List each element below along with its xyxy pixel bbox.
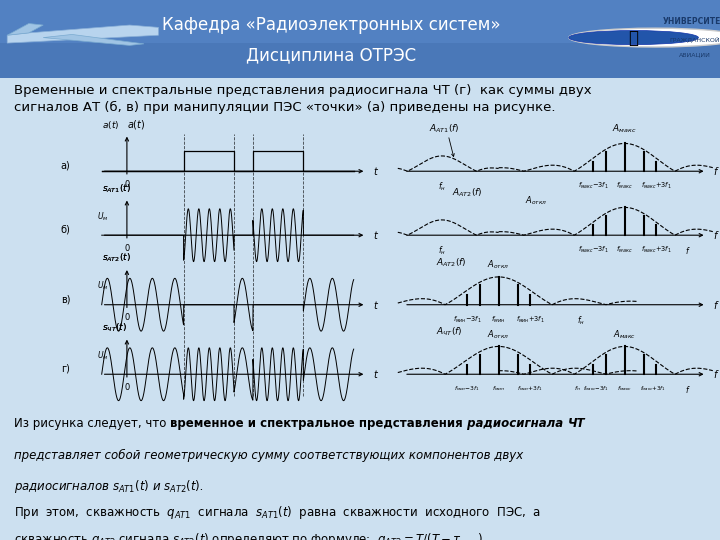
Text: ЧТ: ЧТ [567, 417, 585, 430]
Text: радиосигнала: радиосигнала [463, 417, 567, 430]
Text: $f_н$: $f_н$ [577, 314, 585, 327]
Text: 0: 0 [125, 180, 130, 188]
Text: радиосигналов $s_{АТ1}(t)$ и $s_{АТ2}(t)$.: радиосигналов $s_{АТ1}(t)$ и $s_{АТ2}(t)… [14, 478, 204, 495]
Text: $f$: $f$ [685, 384, 690, 395]
Text: $s_{АТ2}(t)$: $s_{АТ2}(t)$ [102, 252, 130, 265]
Polygon shape [7, 23, 43, 35]
Text: а): а) [60, 161, 70, 171]
Text: $A_{откл}$: $A_{откл}$ [487, 259, 510, 271]
Text: $s_{ЧТ}(t)$: $s_{ЧТ}(t)$ [102, 321, 127, 334]
Text: $U_м$: $U_м$ [96, 211, 108, 223]
Text: в): в) [60, 294, 70, 304]
Text: представляет собой геометрическую сумму соответствующих компонентов двух: представляет собой геометрическую сумму … [14, 449, 523, 462]
Text: $A_{АТ1}(f)$: $A_{АТ1}(f)$ [429, 123, 460, 135]
Text: 0: 0 [125, 313, 130, 322]
Text: $f$: $f$ [713, 165, 719, 177]
Text: $f_{мин}$: $f_{мин}$ [492, 384, 505, 393]
Text: Дисциплина ОТРЭС: Дисциплина ОТРЭС [246, 46, 416, 64]
Text: б): б) [60, 225, 70, 235]
Text: временное и спектральное представления: временное и спектральное представления [171, 417, 463, 430]
Circle shape [569, 31, 698, 45]
Text: При  этом,  скважность  $q_{АТ1}$  сигнала  $s_{АТ1}(t)$  равна  скважности  исх: При этом, скважность $q_{АТ1}$ сигнала $… [14, 504, 541, 521]
Text: $f_н$: $f_н$ [438, 181, 446, 193]
Text: $A_{АТ2}(f)$: $A_{АТ2}(f)$ [436, 256, 466, 268]
Text: $f_{макс}$: $f_{макс}$ [616, 245, 633, 255]
Text: $A_{откл}$: $A_{откл}$ [487, 328, 510, 341]
Text: $a(t)$: $a(t)$ [127, 118, 145, 131]
Circle shape [569, 28, 720, 47]
Text: $f$: $f$ [713, 229, 719, 241]
Text: скважность $q_{АТ2}$ сигнала $s_{АТ2}(t)$ определяют по формуле:  $q_{АТ2} = T/(: скважность $q_{АТ2}$ сигнала $s_{АТ2}(t)… [14, 531, 487, 540]
Text: $f_{макс}{+}3f_1$: $f_{макс}{+}3f_1$ [640, 384, 666, 393]
Text: $s_{АТ2}(t)$: $s_{АТ2}(t)$ [102, 252, 130, 265]
Text: $s_{АТ1}(t)$: $s_{АТ1}(t)$ [102, 183, 130, 195]
Text: Кафедра «Радиоэлектронных систем»: Кафедра «Радиоэлектронных систем» [162, 16, 500, 34]
Text: $f_н$: $f_н$ [574, 384, 581, 393]
Text: 0: 0 [125, 244, 130, 253]
Polygon shape [7, 25, 158, 43]
Text: $f$: $f$ [685, 245, 690, 256]
Text: $U_м$: $U_м$ [96, 280, 108, 293]
Bar [0, 0, 720, 43]
Text: $A_{ЧТ}(f)$: $A_{ЧТ}(f)$ [436, 326, 462, 338]
Text: $f_{макс}{+}3f_1$: $f_{макс}{+}3f_1$ [641, 181, 672, 191]
Text: $f_{макс}{-}3f_1$: $f_{макс}{-}3f_1$ [583, 384, 609, 393]
Text: 🌐: 🌐 [629, 29, 639, 46]
Text: $a(t)$: $a(t)$ [102, 119, 119, 131]
Text: $t$: $t$ [373, 229, 379, 241]
Text: $f_{макс}$: $f_{макс}$ [617, 384, 632, 393]
Text: $t$: $t$ [373, 368, 379, 380]
Text: $f_{макс}{-}3f_1$: $f_{макс}{-}3f_1$ [577, 181, 608, 191]
Text: $s_{ЧТ}(t)$: $s_{ЧТ}(t)$ [102, 321, 127, 334]
Text: $A_{откл}$: $A_{откл}$ [526, 195, 547, 207]
Text: $f$: $f$ [713, 299, 719, 310]
Text: $f_{макс}$: $f_{макс}$ [616, 181, 633, 191]
Text: УНИВЕРСИТЕТ: УНИВЕРСИТЕТ [663, 17, 720, 26]
Text: $t$: $t$ [373, 165, 379, 177]
Polygon shape [43, 35, 144, 45]
Text: $f_{мин}$: $f_{мин}$ [492, 314, 505, 325]
Text: $f_н$: $f_н$ [438, 245, 446, 258]
Text: $A_{макс}$: $A_{макс}$ [612, 123, 637, 135]
Text: $t$: $t$ [373, 299, 379, 310]
Text: $U_м$: $U_м$ [96, 349, 108, 362]
Text: $f_{макс}{+}3f_1$: $f_{макс}{+}3f_1$ [641, 245, 672, 255]
Text: ГРАЖДАНСКОЙ: ГРАЖДАНСКОЙ [670, 36, 720, 42]
Text: Из рисунка следует, что: Из рисунка следует, что [14, 417, 171, 430]
Text: г): г) [61, 363, 70, 374]
Text: $f_{мин}{-}3f_1$: $f_{мин}{-}3f_1$ [454, 384, 480, 393]
Text: $A_{АТ2}(f)$: $A_{АТ2}(f)$ [452, 186, 482, 199]
Text: $s_{АТ1}(t)$: $s_{АТ1}(t)$ [102, 183, 130, 195]
Text: Временные и спектральные представления радиосигнала ЧТ (г)  как суммы двух
сигна: Временные и спектральные представления р… [14, 84, 592, 114]
Text: $f_{макс}{-}3f_1$: $f_{макс}{-}3f_1$ [577, 245, 608, 255]
Text: $f$: $f$ [713, 368, 719, 380]
Text: $A_{макс}$: $A_{макс}$ [613, 328, 636, 341]
Text: $f_{мин}{+}3f_1$: $f_{мин}{+}3f_1$ [517, 384, 543, 393]
Text: $f_{мин}{-}3f_1$: $f_{мин}{-}3f_1$ [453, 314, 482, 325]
Text: 0: 0 [125, 382, 130, 392]
Text: $f_{мин}{+}3f_1$: $f_{мин}{+}3f_1$ [516, 314, 544, 325]
Text: АВИАЦИИ: АВИАЦИИ [679, 52, 711, 57]
